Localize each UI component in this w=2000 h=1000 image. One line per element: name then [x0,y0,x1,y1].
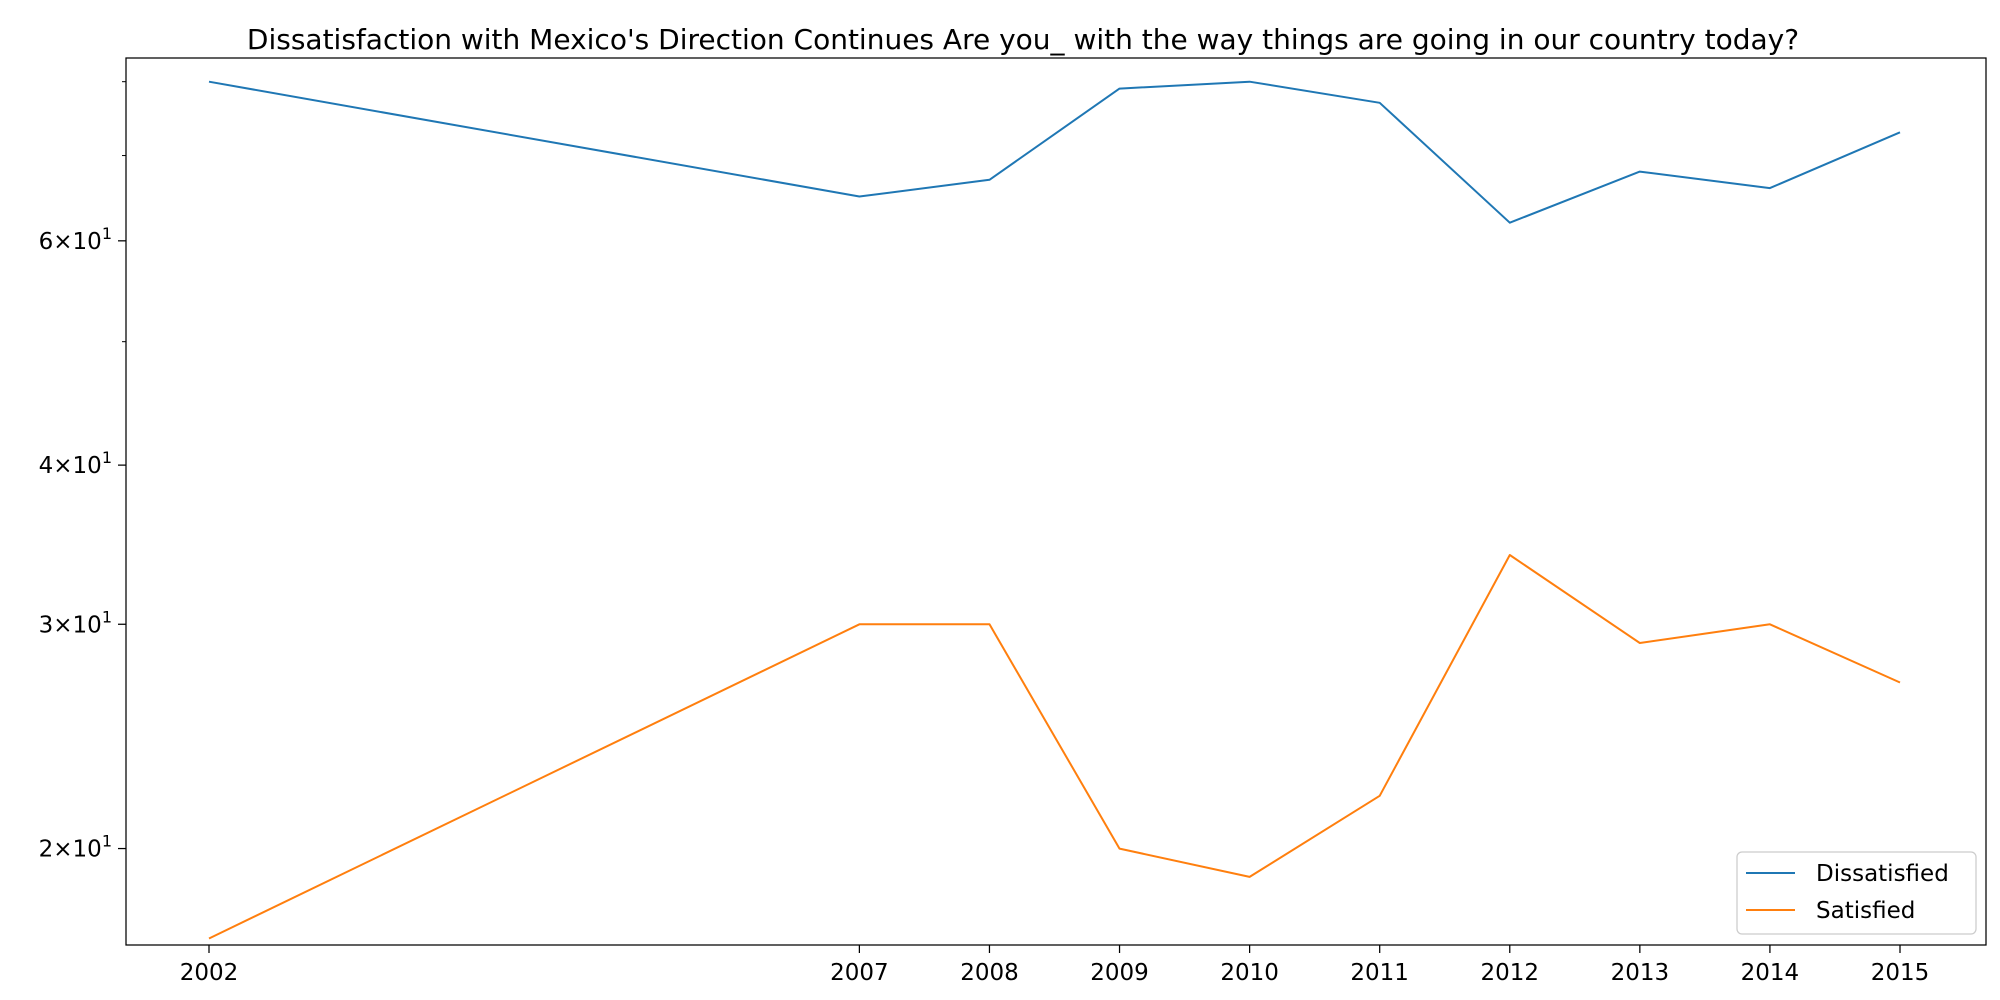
y-tick-label: 2×101 [39,832,112,863]
series-line-satisfied [208,554,1901,940]
x-tick-label: 2011 [1350,960,1409,986]
x-tick-label: 2007 [830,960,889,986]
y-tick-label: 4×101 [39,448,112,479]
y-axis: 2×101 3×101 4×101 6×101 [39,81,126,863]
x-tick-label: 2010 [1220,960,1279,986]
x-tick-label: 2013 [1611,960,1670,986]
x-tick-label: 2009 [1090,960,1149,986]
x-axis: 2002 2007 2008 2009 2010 2011 2012 2013 2014 2015 [180,945,1930,986]
plot-area [208,80,1901,940]
y-tick-label: 3×101 [39,607,112,638]
chart-title: Dissatisfaction with Mexico's Direction … [247,23,1799,56]
legend-label-dissatisfied: Dissatisfied [1816,861,1949,887]
y-tick-label: 6×101 [39,224,112,255]
x-tick-label: 2008 [960,960,1019,986]
plot-frame [125,57,1987,946]
x-tick-label: 2002 [180,960,239,986]
legend: Dissatisfied Satisfied [1736,851,1977,935]
legend-label-satisfied: Satisfied [1816,898,1915,924]
x-tick-label: 2015 [1871,960,1930,986]
series-line-dissatisfied [208,80,1901,224]
x-tick-label: 2012 [1480,960,1539,986]
x-tick-label: 2014 [1741,960,1800,986]
legend-box [1736,851,1977,935]
